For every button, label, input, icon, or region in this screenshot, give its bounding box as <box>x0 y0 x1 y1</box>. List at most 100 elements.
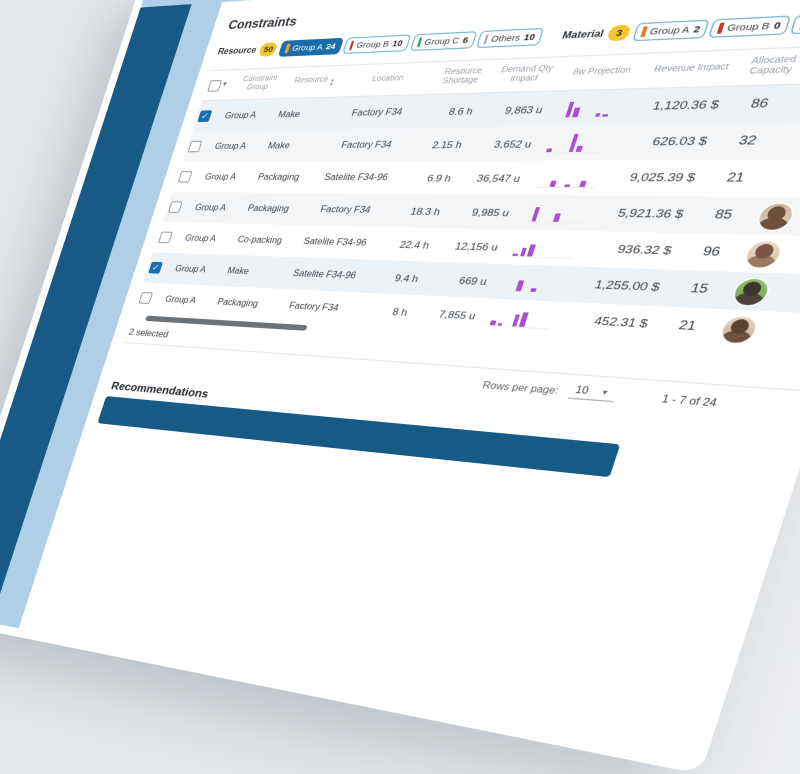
projection-sparkline <box>489 307 554 329</box>
cell-revenue-impact: 452.31 $ <box>560 313 658 332</box>
cell-constraint-group: Group A <box>161 294 216 306</box>
chip-count: 10 <box>391 38 404 49</box>
chip-count: 2 <box>692 23 702 34</box>
row-checkbox[interactable] <box>168 201 183 213</box>
projection-sparkline <box>512 237 578 258</box>
cell-constraint-group: Group A <box>191 203 247 213</box>
cell-demand-qty-impact: 9,985 u <box>445 205 518 218</box>
cell-8w-projection <box>479 306 565 329</box>
cell-allocated-capacity: 96 <box>678 245 746 261</box>
sparkline-bar <box>520 248 527 256</box>
row-checkbox[interactable] <box>138 292 153 304</box>
column-header-8w-projection[interactable]: 8w Projection <box>559 66 645 79</box>
chip-color-bar-icon <box>483 33 490 44</box>
chip-count: 0 <box>772 19 782 31</box>
pagination-range: 1 - 7 of 24 <box>660 393 718 409</box>
row-checkbox[interactable] <box>187 141 202 153</box>
cell-resource: Make <box>223 266 283 278</box>
sparkline-bar <box>546 149 552 152</box>
sparkline-bar <box>519 312 528 327</box>
chip-count: 10 <box>523 31 537 42</box>
sparkline-bar <box>512 253 517 256</box>
cell-8w-projection <box>501 237 588 259</box>
cell-location: Factory F34 <box>269 300 359 315</box>
cell-demand-qty-impact: 7,855 u <box>412 306 484 321</box>
avatar[interactable] <box>717 314 760 344</box>
sparkline-bar <box>490 320 496 324</box>
cell-revenue-impact: 626.03 $ <box>618 135 718 150</box>
sparkline-bar <box>527 244 535 256</box>
rows-per-page-label: Rows per page: <box>481 379 560 396</box>
column-header-label: Resource <box>293 76 329 85</box>
cell-revenue-impact: 936.32 $ <box>583 242 682 258</box>
cell-8w-projection <box>490 272 577 294</box>
material-count-badge: 3 <box>607 24 633 41</box>
cell-8w-projection <box>524 168 612 188</box>
cell-8w-projection <box>513 203 600 224</box>
cell-resource-shortage: 8.6 h <box>420 104 481 117</box>
column-header-label: Location <box>371 74 405 83</box>
cell-allocated-capacity: 32 <box>713 134 782 149</box>
column-header-demand-qty-impact[interactable]: Demand Qty Impact <box>487 64 564 86</box>
column-header-allocated-capacity[interactable]: Allocated Capacity <box>736 55 800 79</box>
column-header-label: Demand Qty Impact <box>500 64 554 83</box>
sparkline-bar <box>595 113 601 117</box>
projection-sparkline <box>501 272 566 294</box>
cell-location: Satelite F34-96 <box>290 236 381 248</box>
cell-resource-shortage: 6.9 h <box>399 172 459 184</box>
column-header-constraint-group[interactable]: Constraint Group <box>229 74 288 94</box>
cell-constraint-group: Group A <box>210 141 266 151</box>
cell-resource: Packaging <box>213 297 273 310</box>
avatar[interactable] <box>730 277 774 307</box>
cell-resource-shortage: 2.15 h <box>410 138 471 150</box>
cell-demand-qty-impact: 12,156 u <box>434 239 507 253</box>
sparkline-bar <box>579 181 585 186</box>
column-header-label: Constraint Group <box>242 74 279 91</box>
sparkline-bar <box>572 108 580 117</box>
projection-sparkline <box>557 98 624 119</box>
selection-menu-caret-icon[interactable]: ▾ <box>221 81 228 90</box>
projection-sparkline <box>523 203 589 223</box>
cell-resource-shortage: 22.4 h <box>378 238 438 251</box>
cell-demand-qty-impact: 36,547 u <box>456 172 529 184</box>
row-checkbox[interactable] <box>178 171 193 183</box>
sparkline-bar <box>497 323 502 326</box>
rows-per-page-select[interactable]: 10 ▾ <box>567 384 618 402</box>
row-checkbox[interactable] <box>158 232 173 244</box>
rows-per-page-value: 10 <box>574 384 590 396</box>
cell-allocated-capacity: 21 <box>654 318 721 335</box>
avatar[interactable] <box>742 239 786 269</box>
column-header-resource-shortage[interactable]: Resource Shortage <box>430 66 494 87</box>
chevron-down-icon: ▾ <box>601 387 609 397</box>
column-header-location[interactable]: Location <box>342 73 435 85</box>
sparkline-bar <box>602 114 608 117</box>
cell-constraint-group: Group A <box>201 172 257 182</box>
cell-demand-qty-impact: 3,652 u <box>466 137 540 149</box>
row-checkbox[interactable]: ✓ <box>148 262 163 274</box>
cell-resource: Packaging <box>253 172 314 182</box>
column-header-revenue-impact[interactable]: Revenue Impact <box>642 62 742 76</box>
cell-location: Factory F34 <box>331 106 424 118</box>
chip-color-bar-icon <box>285 43 291 53</box>
row-checkbox[interactable]: ✓ <box>197 110 212 122</box>
cell-allocated-capacity: 85 <box>690 208 758 223</box>
cell-resource: Make <box>274 108 335 119</box>
chip-label: Others <box>490 32 522 44</box>
cell-owner <box>751 202 800 231</box>
column-header-resource[interactable]: Resource▲▼ <box>284 76 346 89</box>
sort-icon[interactable]: ▲▼ <box>328 78 336 87</box>
cell-demand-qty-impact: 9,863 u <box>477 103 551 116</box>
cell-resource: Make <box>263 140 324 150</box>
avatar[interactable] <box>754 202 798 231</box>
